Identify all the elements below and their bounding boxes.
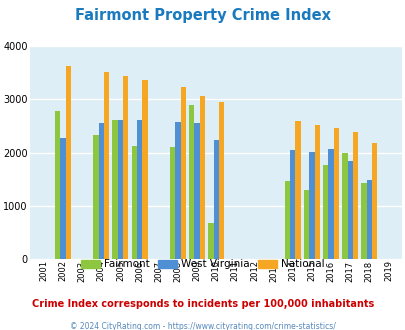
- Bar: [142, 80, 147, 259]
- Bar: [66, 66, 71, 259]
- Bar: [199, 96, 205, 259]
- Bar: [104, 72, 109, 259]
- Bar: [117, 120, 123, 259]
- Bar: [131, 146, 136, 259]
- Bar: [189, 105, 194, 259]
- Bar: [136, 120, 142, 259]
- Bar: [295, 121, 300, 259]
- Bar: [208, 223, 213, 259]
- Bar: [360, 183, 366, 259]
- Bar: [93, 135, 98, 259]
- Bar: [309, 152, 314, 259]
- Bar: [213, 140, 218, 259]
- Bar: [371, 143, 377, 259]
- Bar: [303, 190, 309, 259]
- Bar: [341, 152, 347, 259]
- Bar: [180, 87, 185, 259]
- Bar: [60, 138, 66, 259]
- Bar: [194, 123, 199, 259]
- Bar: [314, 125, 319, 259]
- Bar: [352, 132, 357, 259]
- Bar: [123, 76, 128, 259]
- Text: Fairmont Property Crime Index: Fairmont Property Crime Index: [75, 8, 330, 23]
- Legend: Fairmont, West Virginia, National: Fairmont, West Virginia, National: [77, 255, 328, 274]
- Bar: [290, 150, 295, 259]
- Bar: [328, 149, 333, 259]
- Bar: [98, 123, 104, 259]
- Text: Crime Index corresponds to incidents per 100,000 inhabitants: Crime Index corresponds to incidents per…: [32, 299, 373, 309]
- Bar: [347, 161, 352, 259]
- Bar: [169, 147, 175, 259]
- Bar: [366, 180, 371, 259]
- Bar: [112, 120, 117, 259]
- Bar: [322, 165, 328, 259]
- Text: © 2024 CityRating.com - https://www.cityrating.com/crime-statistics/: © 2024 CityRating.com - https://www.city…: [70, 322, 335, 330]
- Bar: [218, 102, 224, 259]
- Bar: [333, 128, 338, 259]
- Bar: [175, 122, 180, 259]
- Bar: [55, 111, 60, 259]
- Bar: [284, 182, 290, 259]
